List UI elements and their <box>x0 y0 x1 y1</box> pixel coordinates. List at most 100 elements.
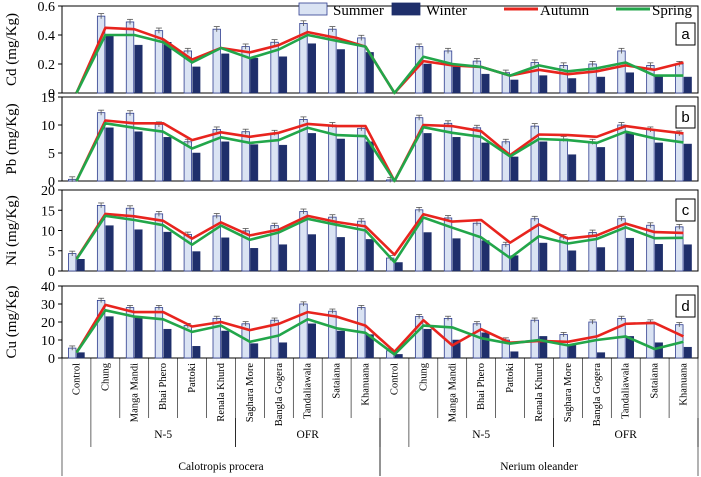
bar-winter <box>568 154 577 182</box>
bar-winter <box>625 72 634 94</box>
bar-summer <box>125 21 135 94</box>
y-tick-label: 10 <box>41 225 55 240</box>
legend-label: Autumn <box>540 3 590 19</box>
bar-winter <box>597 352 606 359</box>
bar-summer <box>125 207 135 272</box>
bar-winter <box>568 78 577 94</box>
bar-winter <box>683 346 692 359</box>
category-label: Sataiana <box>650 363 661 399</box>
bar-winter <box>539 336 548 359</box>
bar-summer <box>328 310 337 359</box>
category-label: Renala Khurd <box>534 362 545 421</box>
chart-panels: 0 0.2 0.4 0.6 Cd (mg/Kg) a 0 5 10 15 Pb (mg/Kg) b 0 5… <box>4 0 699 367</box>
chart-legend: Summer Winter Autumn Spring <box>298 2 693 19</box>
bar-winter <box>423 328 432 359</box>
bar-winter <box>481 332 490 359</box>
bar-winter <box>597 147 606 182</box>
y-tick-label: 10 <box>41 334 55 349</box>
bar-winter <box>163 42 172 94</box>
category-label: Saghara More <box>563 363 574 423</box>
panel-letter: c <box>682 202 690 219</box>
bar-winter <box>250 343 259 359</box>
panel-c: 0 5 10 15 20 Ni (mg/Kg) c <box>4 184 699 280</box>
group-label: OFR <box>615 429 638 441</box>
legend-label: Spring <box>652 3 693 19</box>
y-tick-label: 10 <box>41 119 55 134</box>
bar-winter <box>307 323 316 359</box>
panel-d: 0 10 20 30 40 Cu (mg/Kg) d <box>4 280 699 367</box>
y-tick-label: 0.4 <box>38 29 56 44</box>
y-tick-label: 40 <box>41 280 55 295</box>
bar-winter <box>683 76 692 94</box>
panel-letter-box <box>675 22 696 46</box>
panel-letter: d <box>681 298 689 315</box>
category-label: Tandaliawala <box>621 363 632 419</box>
y-axis-label: Ni (mg/Kg) <box>4 195 20 265</box>
y-tick-label: 0 <box>48 175 55 190</box>
group-label: N-5 <box>154 429 172 441</box>
y-tick-label: 0.6 <box>38 0 56 15</box>
category-label: Pattoki <box>505 363 516 393</box>
species-label: Nerium oleander <box>500 461 578 473</box>
bar-winter <box>510 156 519 182</box>
panel-letter: b <box>681 109 689 126</box>
legend-swatch-summer <box>298 2 328 16</box>
category-label: Khanuana <box>361 363 372 406</box>
bar-winter <box>597 76 606 94</box>
panel-letter-box <box>675 294 696 318</box>
y-tick-label: 20 <box>41 184 55 199</box>
bar-winter <box>163 231 172 272</box>
bar-winter <box>423 232 432 272</box>
bar-winter <box>221 53 230 94</box>
bar-winter <box>510 351 519 359</box>
y-tick-label: 15 <box>41 204 55 219</box>
category-label: Manga Mandi <box>129 363 140 422</box>
legend-swatch-winter <box>391 2 421 16</box>
bar-winter <box>452 66 461 94</box>
category-label: Khanuana <box>679 363 690 406</box>
bar-winter <box>134 229 143 272</box>
bar-winter <box>250 248 259 272</box>
bar-winter <box>163 137 172 182</box>
bar-winter <box>336 237 345 272</box>
bar-summer <box>472 222 482 272</box>
bar-winter <box>654 142 663 182</box>
bar-winter <box>510 79 519 94</box>
y-tick-label: 5 <box>48 245 55 260</box>
y-tick-label: 0 <box>48 352 55 367</box>
y-tick-label: 5 <box>48 147 55 162</box>
y-axis-label: Cu (mg/Kg) <box>4 286 20 359</box>
y-tick-label: 0 <box>48 87 55 102</box>
line-spring <box>75 214 684 264</box>
bar-winter <box>481 73 490 94</box>
category-label: Sataiana <box>332 363 343 399</box>
bar-winter <box>105 316 114 359</box>
bar-winter <box>192 66 201 94</box>
category-label: Control <box>389 363 400 395</box>
bar-winter <box>336 49 345 94</box>
bar-winter <box>423 63 432 94</box>
bar-winter <box>307 133 316 182</box>
line-spring <box>75 33 684 95</box>
bar-winter <box>76 352 85 359</box>
bar-winter <box>250 57 259 94</box>
bar-winter <box>625 133 634 182</box>
bar-winter <box>163 328 172 359</box>
category-label: Chung <box>100 362 111 391</box>
bar-winter <box>539 141 548 182</box>
bar-winter <box>683 244 692 272</box>
bar-winter <box>279 56 288 94</box>
bar-winter <box>394 262 403 272</box>
panel-a: 0 0.2 0.4 0.6 Cd (mg/Kg) a <box>4 0 699 102</box>
bar-summer <box>154 213 164 272</box>
category-label: Renala Khurd <box>216 362 227 421</box>
bar-winter <box>105 127 114 182</box>
bar-summer <box>96 15 106 94</box>
bar-summer <box>675 63 684 94</box>
bar-winter <box>221 330 230 359</box>
category-label: Pattoki <box>187 363 198 393</box>
bar-winter <box>221 237 230 272</box>
species-label: Calotropis procera <box>178 461 263 473</box>
bar-winter <box>481 142 490 182</box>
category-label: Saghara More <box>245 363 256 423</box>
